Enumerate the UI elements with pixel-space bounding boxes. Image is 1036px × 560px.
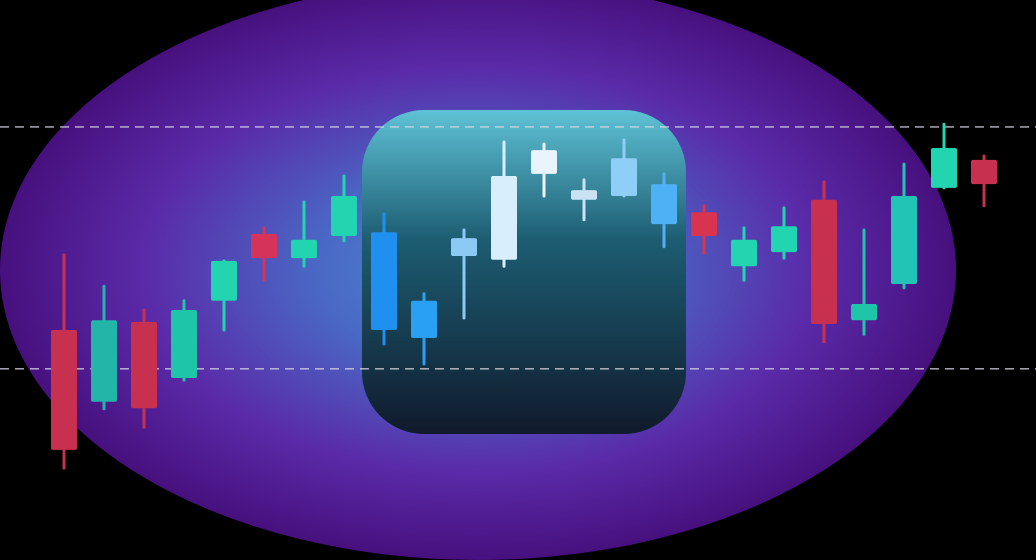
candle-body	[451, 238, 477, 256]
candle	[971, 154, 997, 208]
candle-body	[811, 199, 837, 324]
candle	[571, 178, 597, 222]
candle-body	[411, 300, 437, 339]
candle-body	[91, 320, 117, 402]
candle	[131, 308, 157, 429]
candle-body	[891, 196, 917, 285]
candle-body	[211, 260, 237, 301]
candle	[731, 226, 757, 282]
candle	[851, 228, 877, 336]
candle-body	[291, 239, 317, 259]
candle	[371, 212, 397, 346]
candle	[51, 253, 77, 470]
candle-body	[971, 159, 997, 185]
candle	[91, 284, 117, 411]
candle-body	[691, 212, 717, 236]
candle	[811, 180, 837, 344]
candle-body	[651, 184, 677, 225]
candle	[291, 200, 317, 268]
candle-body	[251, 233, 277, 259]
candle	[611, 138, 637, 198]
candle-body	[611, 158, 637, 197]
candle	[771, 206, 797, 260]
highlight-card	[362, 110, 686, 434]
candle	[931, 122, 957, 190]
candle	[651, 172, 677, 249]
candle-body	[51, 329, 77, 450]
candle	[331, 174, 357, 243]
candle-body	[131, 321, 157, 409]
candle	[531, 142, 557, 198]
candle	[891, 162, 917, 290]
candle-body	[331, 196, 357, 236]
candle-body	[731, 239, 757, 267]
candle-body	[491, 176, 517, 260]
candle	[211, 259, 237, 332]
candle	[691, 204, 717, 255]
candle-body	[931, 147, 957, 188]
candle-body	[571, 190, 597, 200]
candle-body	[771, 226, 797, 253]
candle	[491, 140, 517, 268]
candle	[251, 226, 277, 282]
candle	[171, 299, 197, 382]
candle-body	[171, 309, 197, 378]
candle-body	[851, 304, 877, 321]
candle-body	[371, 232, 397, 330]
candle	[411, 292, 437, 366]
candle	[451, 228, 477, 320]
candle-body	[531, 150, 557, 174]
